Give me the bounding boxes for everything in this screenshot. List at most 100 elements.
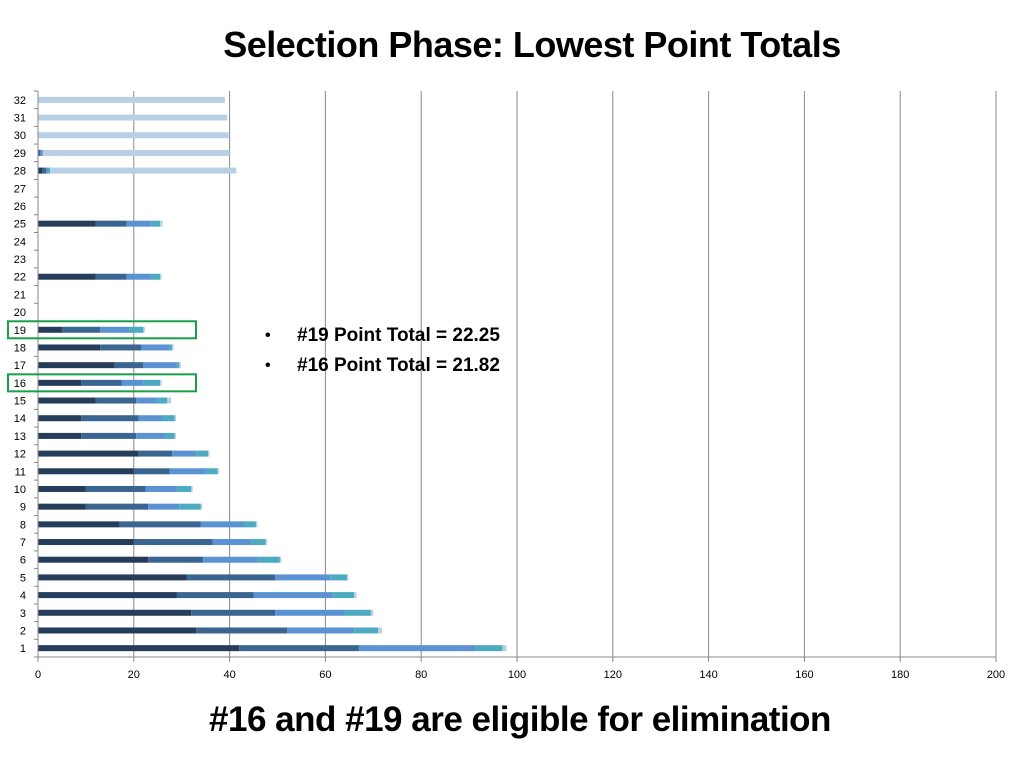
x-tick-label: 200 xyxy=(987,669,1005,681)
bar-segment xyxy=(136,432,165,439)
bar-segment xyxy=(239,645,359,652)
bar-segment xyxy=(143,379,161,386)
y-tick-label: 8 xyxy=(20,519,26,531)
bar-segment xyxy=(255,521,258,528)
bar-segment xyxy=(191,485,193,492)
annotation-list: • #19 Point Total = 22.25 • #16 Point Tota… xyxy=(265,324,500,384)
bar-segment xyxy=(81,379,122,386)
y-tick-label: 15 xyxy=(14,396,26,408)
bar-segment xyxy=(243,521,256,528)
x-tick-label: 140 xyxy=(699,669,717,681)
bar-segment xyxy=(38,273,96,280)
y-tick-label: 22 xyxy=(14,272,26,284)
bar-segment xyxy=(169,344,173,351)
page-title: Selection Phase: Lowest Point Totals xyxy=(223,24,841,65)
bar-segment xyxy=(358,645,477,652)
bullet-marker: • xyxy=(265,327,271,344)
bar-segment xyxy=(179,503,201,510)
bar-segment xyxy=(200,521,244,528)
y-tick-label: 2 xyxy=(20,625,26,637)
y-tick-label: 28 xyxy=(14,166,26,178)
bar-segment xyxy=(191,609,276,616)
bar-segment xyxy=(95,273,127,280)
bar-segment xyxy=(38,220,96,227)
bar-segment xyxy=(38,485,86,492)
bar-segment xyxy=(502,645,507,652)
bar-segment xyxy=(176,485,192,492)
y-tick-label: 18 xyxy=(14,342,26,354)
bar-segment xyxy=(251,539,266,546)
bar-segment xyxy=(279,556,282,563)
bar-segment xyxy=(38,397,96,404)
bars xyxy=(38,96,507,652)
bar-segment xyxy=(275,609,345,616)
bar-segment xyxy=(143,326,145,333)
y-tick-label: 30 xyxy=(14,130,26,142)
bar-segment xyxy=(38,503,86,510)
y-tick-label: 17 xyxy=(14,360,26,372)
bar-segment xyxy=(140,344,170,351)
x-tick-label: 20 xyxy=(128,669,140,681)
bar-segment xyxy=(38,592,177,599)
bar-segment xyxy=(114,362,144,369)
bar-segment xyxy=(38,379,82,386)
bar-segment xyxy=(48,167,50,174)
bar-segment xyxy=(164,432,175,439)
bar-segment xyxy=(38,468,134,475)
bar-segment xyxy=(179,362,181,369)
y-tick-label: 5 xyxy=(20,572,26,584)
bar-segment xyxy=(344,609,371,616)
bar-segment xyxy=(133,468,170,475)
bar-segment xyxy=(38,114,228,121)
y-tick-label: 21 xyxy=(14,289,26,301)
y-tick-label: 26 xyxy=(14,201,26,213)
bar-segment xyxy=(176,362,180,369)
x-tick-label: 160 xyxy=(795,669,813,681)
y-tick-label: 16 xyxy=(14,378,26,390)
bar-segment xyxy=(167,397,172,404)
bar-segment xyxy=(253,592,333,599)
bar-segment xyxy=(38,645,240,652)
bar-segment xyxy=(160,220,163,227)
bar-segment xyxy=(38,574,187,581)
bar-segment xyxy=(138,415,163,422)
bar-segment xyxy=(38,415,82,422)
y-tick-label: 7 xyxy=(20,537,26,549)
bar-segment xyxy=(81,432,137,439)
x-tick-label: 60 xyxy=(319,669,331,681)
y-tick-label: 32 xyxy=(14,95,26,107)
bar-segment xyxy=(100,344,141,351)
bar-segment xyxy=(85,503,149,510)
bar-segment xyxy=(40,149,43,156)
bar-segment xyxy=(330,574,347,581)
bar-segment xyxy=(81,415,139,422)
bar-segment xyxy=(378,627,382,634)
bar-segment xyxy=(143,362,177,369)
bar-segment xyxy=(203,556,259,563)
y-tick-labels: 1234567891011121314151617181920212223242… xyxy=(14,95,26,655)
x-tick-label: 100 xyxy=(508,669,526,681)
y-tick-label: 1 xyxy=(20,643,26,655)
bar-segment xyxy=(332,592,355,599)
bar-segment xyxy=(186,574,276,581)
x-tick-label: 120 xyxy=(604,669,622,681)
bar-segment xyxy=(145,485,177,492)
bar-segment xyxy=(196,450,209,457)
x-tick-label: 40 xyxy=(223,669,235,681)
y-tick-label: 14 xyxy=(14,413,26,425)
y-tick-label: 29 xyxy=(14,148,26,160)
bar-segment xyxy=(133,539,213,546)
bar-segment xyxy=(160,273,162,280)
bar-segment xyxy=(42,167,47,174)
x-tick-label: 0 xyxy=(35,669,41,681)
bar-segment xyxy=(38,556,149,563)
y-tick-label: 11 xyxy=(15,466,26,478)
bar-segment xyxy=(212,539,252,546)
annotation-item: • #19 Point Total = 22.25 xyxy=(265,324,500,354)
highlight-boxes xyxy=(7,320,197,393)
bar-segment xyxy=(126,220,151,227)
y-tick-label: 3 xyxy=(20,608,26,620)
bar-segment xyxy=(476,645,503,652)
bar-segment xyxy=(172,344,174,351)
